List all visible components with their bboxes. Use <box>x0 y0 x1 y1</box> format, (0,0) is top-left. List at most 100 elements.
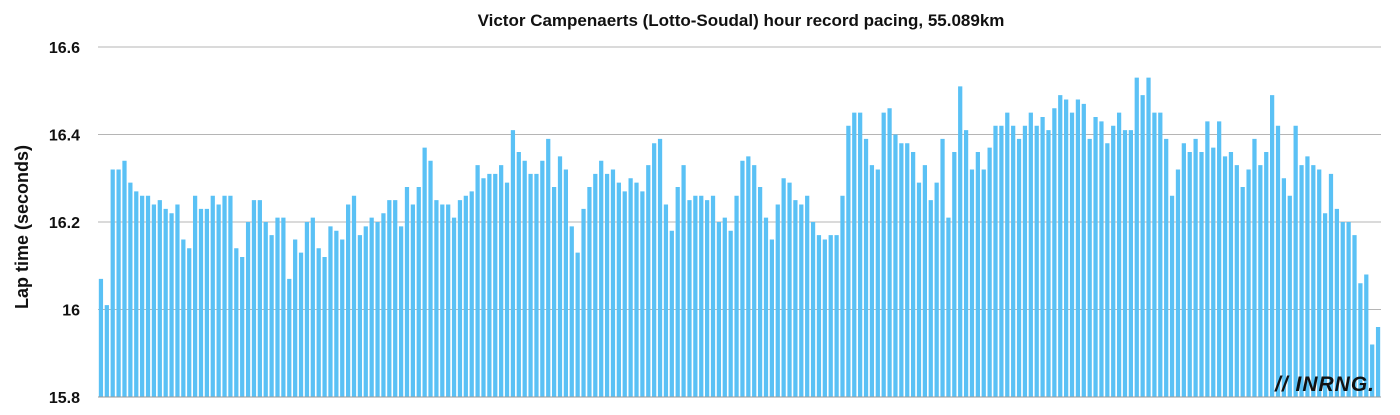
bar <box>1358 283 1363 397</box>
bar <box>1022 125 1028 397</box>
bar <box>234 248 239 397</box>
bar <box>916 182 922 397</box>
bar <box>581 208 586 397</box>
bar <box>1152 112 1157 397</box>
bar <box>863 138 869 397</box>
bar <box>257 200 262 397</box>
bar <box>1305 156 1310 397</box>
bar <box>875 169 880 397</box>
bar <box>398 226 404 397</box>
bar <box>787 182 792 397</box>
bar <box>940 138 945 397</box>
bar <box>410 204 415 397</box>
bar <box>728 230 733 397</box>
bar <box>569 226 574 397</box>
bar <box>958 86 963 398</box>
bar <box>1169 195 1175 397</box>
bar <box>1340 222 1345 397</box>
bar <box>381 213 386 397</box>
bar <box>328 226 333 397</box>
y-tick-label: 16.4 <box>49 128 80 145</box>
bar <box>1122 130 1128 397</box>
bar <box>1034 125 1039 397</box>
bar <box>952 152 957 397</box>
bar <box>1111 125 1116 397</box>
bar <box>852 112 857 397</box>
bar <box>1287 195 1292 397</box>
bar <box>763 217 769 397</box>
chart-title: Victor Campenaerts (Lotto-Soudal) hour r… <box>478 11 1005 30</box>
bar <box>828 235 833 397</box>
bar <box>1370 344 1375 397</box>
bar <box>516 152 521 397</box>
bar <box>911 152 916 397</box>
bar <box>293 239 298 397</box>
bar <box>1364 274 1369 397</box>
bar <box>887 108 892 397</box>
bar <box>287 278 292 397</box>
bar <box>869 165 875 397</box>
bar <box>675 187 680 397</box>
bar <box>222 195 227 397</box>
bar <box>428 160 433 397</box>
bar <box>1016 138 1022 397</box>
bar <box>446 204 451 397</box>
bar <box>1270 95 1275 397</box>
bar <box>104 305 109 397</box>
bar <box>122 160 127 397</box>
bar <box>1228 152 1234 397</box>
y-tick-label: 16.2 <box>49 215 80 232</box>
bar <box>816 235 822 397</box>
bar <box>346 204 351 397</box>
bar <box>1334 208 1339 397</box>
bar <box>216 204 221 397</box>
bar <box>722 217 727 397</box>
bar <box>281 217 286 397</box>
bar <box>245 222 251 397</box>
bar <box>881 112 886 397</box>
bar <box>1075 99 1081 397</box>
bar <box>1193 138 1198 397</box>
bar <box>351 195 357 397</box>
bar <box>799 204 804 397</box>
bar <box>963 130 969 397</box>
bar <box>599 160 604 397</box>
bar <box>616 182 621 397</box>
bar <box>434 200 439 397</box>
bar <box>1211 147 1216 397</box>
bar <box>504 182 510 397</box>
bar <box>793 200 798 397</box>
bar <box>593 173 598 397</box>
bar <box>228 195 233 397</box>
y-axis-ticks: 15.8 16 16.2 16.4 16.6 <box>49 40 80 407</box>
bar <box>528 173 533 397</box>
bar <box>781 178 786 397</box>
bar <box>1158 112 1163 397</box>
bar <box>1252 138 1257 397</box>
bar <box>1099 121 1104 397</box>
bar <box>604 173 610 397</box>
bar <box>1087 138 1092 397</box>
bar <box>1005 112 1010 397</box>
bar <box>1052 108 1057 397</box>
bar <box>1258 165 1263 397</box>
bar <box>657 138 663 397</box>
bar <box>1293 125 1298 397</box>
bar <box>1140 95 1145 397</box>
bar <box>145 195 151 397</box>
bar <box>1234 165 1239 397</box>
bar <box>610 169 616 397</box>
bar <box>363 226 368 397</box>
bar <box>905 143 910 397</box>
bar <box>451 217 457 397</box>
bar <box>1069 112 1075 397</box>
bar <box>1217 121 1222 397</box>
bar <box>204 208 209 397</box>
bar <box>1164 138 1169 397</box>
bar <box>975 152 980 397</box>
bar <box>322 257 327 397</box>
bar <box>551 187 557 397</box>
bar <box>1040 117 1045 397</box>
bar <box>416 187 421 397</box>
bar <box>922 165 928 397</box>
